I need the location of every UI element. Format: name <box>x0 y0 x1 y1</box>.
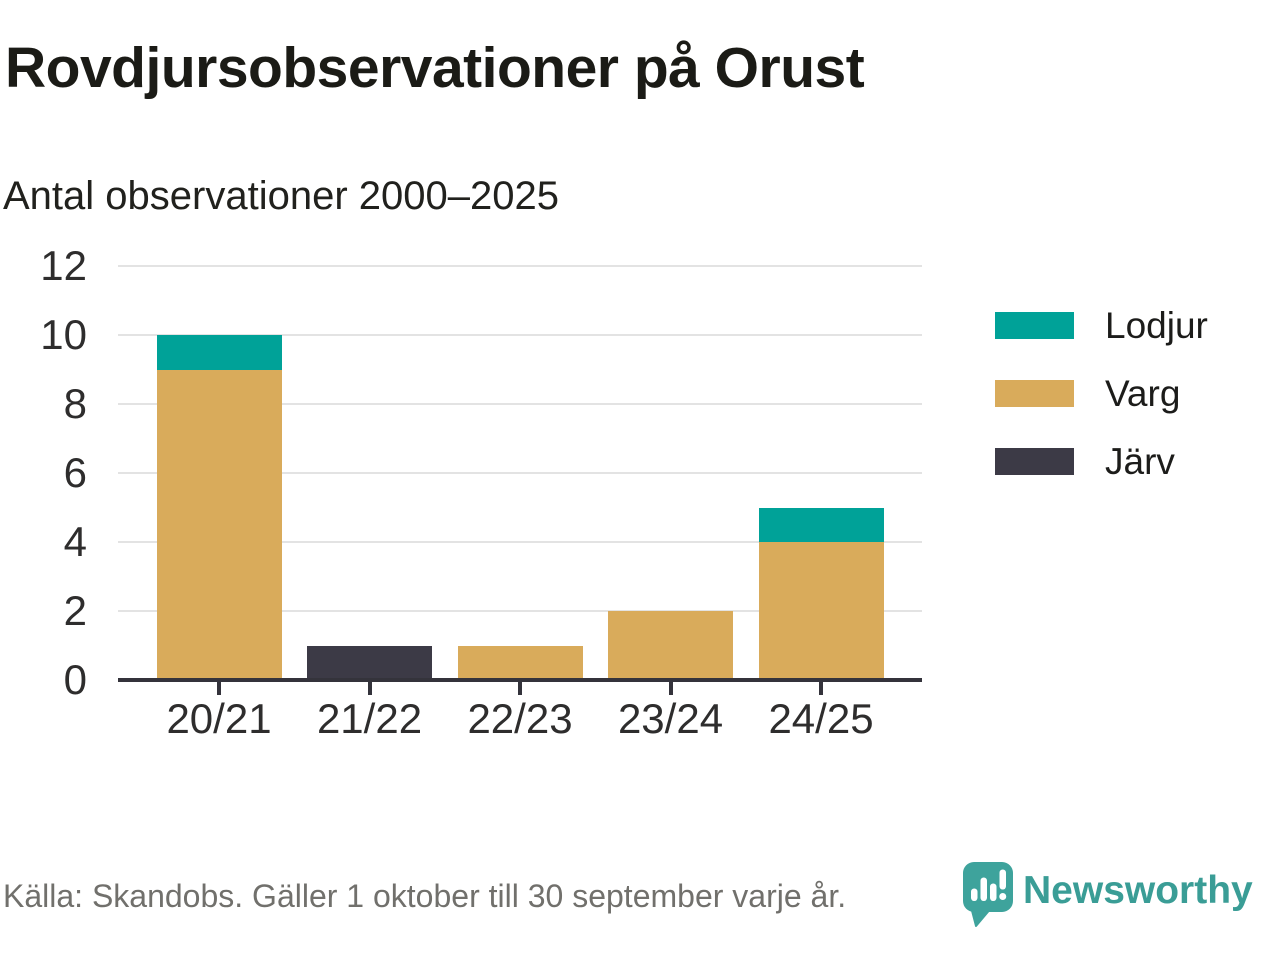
y-tick-label-10: 10 <box>40 311 87 358</box>
legend: Lodjur Varg Järv <box>995 307 1208 480</box>
legend-swatch-järv <box>995 448 1074 475</box>
chart-title: Rovdjursobservationer på Orust <box>5 36 865 100</box>
legend-item-järv: Järv <box>995 443 1208 480</box>
gridline-2 <box>118 610 922 612</box>
legend-swatch-lodjur <box>995 312 1074 339</box>
y-tick-label-6: 6 <box>63 449 87 496</box>
bar-21/22-Järv <box>307 645 432 680</box>
y-tick-label-2: 2 <box>63 587 87 634</box>
x-tick-22/23 <box>518 682 522 695</box>
x-tick-20/21 <box>217 682 221 695</box>
brand-name: Newsworthy <box>1023 869 1253 912</box>
y-tick-label-12: 12 <box>40 242 87 289</box>
plot-area: 20/21 21/22 22/23 23/24 24/25 <box>118 265 922 742</box>
x-tick-label-20/21: 20/21 <box>166 695 272 742</box>
gridline-12 <box>118 265 922 267</box>
gridline-4 <box>118 541 922 543</box>
source-note: Källa: Skandobs. Gäller 1 oktober till 3… <box>3 878 847 914</box>
bar-23/24-Varg <box>608 611 733 680</box>
x-tick-label-24/25: 24/25 <box>768 695 874 742</box>
x-tick-label-22/23: 22/23 <box>467 695 573 742</box>
bar-20/21-Varg <box>156 369 282 680</box>
legend-swatch-varg <box>995 380 1074 407</box>
gridline-6 <box>118 472 922 474</box>
legend-item-lodjur: Lodjur <box>995 307 1208 344</box>
bar-22/23-Varg <box>457 645 583 680</box>
x-tick-label-21/22: 21/22 <box>316 695 423 742</box>
bar-24/25-Lodjur <box>758 507 884 542</box>
x-tick-23/24 <box>668 682 673 695</box>
gridline-10 <box>118 334 922 336</box>
bar-20/21-Lodjur <box>156 335 282 370</box>
x-tick-24/25 <box>819 682 823 695</box>
x-tick-21/22 <box>367 682 372 695</box>
chart-subtitle: Antal observationer 2000–2025 <box>3 174 559 218</box>
legend-label-järv: Järv <box>1105 441 1175 482</box>
y-axis-labels: 0 2 4 6 8 10 12 <box>0 245 87 701</box>
newsworthy-logo-icon <box>963 862 1013 927</box>
legend-item-varg: Varg <box>995 375 1208 412</box>
y-tick-label-4: 4 <box>63 518 87 565</box>
y-tick-label-0: 0 <box>63 656 87 703</box>
bar-24/25-Varg <box>758 542 884 680</box>
y-tick-label-8: 8 <box>63 380 87 427</box>
legend-label-lodjur: Lodjur <box>1105 305 1208 346</box>
gridline-8 <box>118 403 922 405</box>
x-tick-label-23/24: 23/24 <box>617 695 724 742</box>
legend-label-varg: Varg <box>1105 373 1181 414</box>
x-axis-line <box>118 678 922 682</box>
